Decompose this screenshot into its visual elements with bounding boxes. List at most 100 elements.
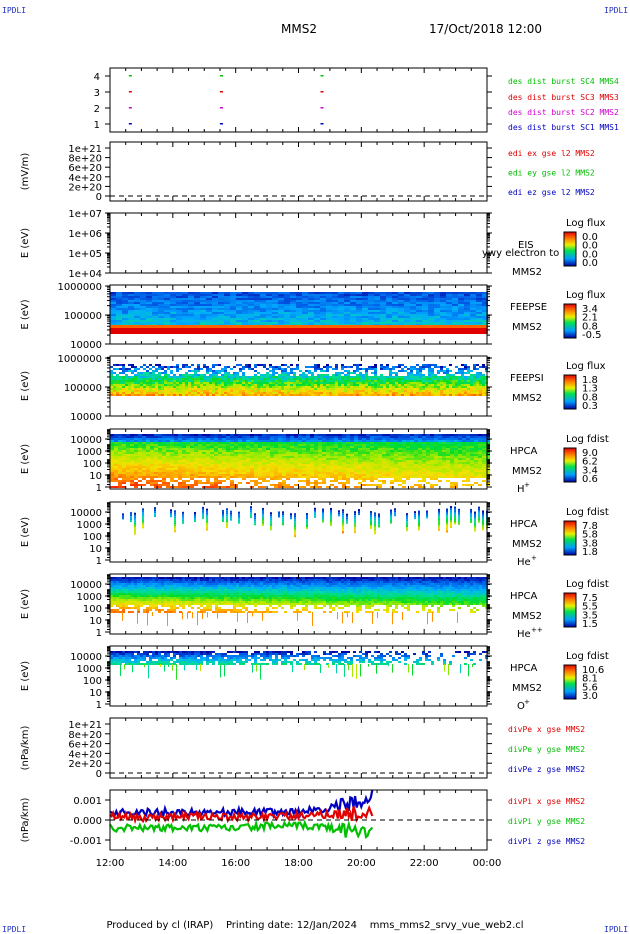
hpca-h-cell [170, 448, 174, 450]
feepsi-cell [338, 382, 341, 384]
feepsi-cell [380, 382, 383, 384]
hpca-h-cell [398, 458, 402, 460]
feepsi-cell [122, 368, 125, 370]
hpca-h-cell [326, 434, 330, 436]
hpca-h-cell [194, 454, 198, 456]
feepsi-cell [251, 378, 254, 380]
hpca-h-cell [314, 442, 318, 444]
hpca-h-cell [262, 464, 266, 466]
hpca-h-cell [358, 434, 362, 436]
feepsi-cell [431, 390, 434, 392]
feepsi-cell [116, 376, 119, 378]
hpca-h-cell [358, 462, 362, 464]
hpca-h-cell [186, 436, 190, 438]
hpca-h-cell [214, 464, 218, 466]
feepsi-cell [140, 380, 143, 382]
feepse-cell [272, 300, 278, 302]
hpca-h-cell [130, 444, 134, 446]
feepse-cell [404, 312, 410, 314]
feepsi-cell [143, 372, 146, 374]
hpca-h-cell [218, 436, 222, 438]
hpca-h-cell [162, 460, 166, 462]
hpca-h-cell [270, 458, 274, 460]
hpca-h-cell [138, 452, 142, 454]
feepse-cell [326, 322, 332, 324]
feepse-cell [398, 298, 404, 300]
feepsi-cell [338, 384, 341, 386]
feepse-cell [440, 300, 446, 302]
feepsi-cell [290, 372, 293, 374]
feepsi-cell [155, 382, 158, 384]
feepsi-cell [371, 382, 374, 384]
feepsi-cell [227, 384, 230, 386]
feepse-cell [464, 306, 470, 308]
hpca-h-cell [326, 454, 330, 456]
feepse-cell [176, 300, 182, 302]
feepse-cell [428, 296, 434, 298]
feepsi-cell [275, 366, 278, 368]
hpca-h-cell [410, 460, 414, 462]
feepsi-cell [410, 372, 413, 374]
feepse-cell [284, 302, 290, 304]
hpca-h-cell [126, 464, 130, 466]
hpca-h-cell [202, 446, 206, 448]
feepsi-cell [143, 386, 146, 388]
hpca-h-cell [162, 440, 166, 442]
hpca-h-cell [262, 444, 266, 446]
feepse-cell [374, 310, 380, 312]
hpca-h-cell [222, 454, 226, 456]
feepsi-cell [185, 384, 188, 386]
hpca-h-cell [386, 460, 390, 462]
hpca-h-cell [426, 452, 430, 454]
feepsi-cell [248, 368, 251, 370]
feepsi-cell [224, 372, 227, 374]
hpca-h-cell [242, 434, 246, 436]
feepse-cell [392, 310, 398, 312]
feepsi-cell [272, 384, 275, 386]
feepse-cell [188, 314, 194, 316]
hpca-h-cell [462, 460, 466, 462]
feepsi-cell [179, 390, 182, 392]
hpca-h-cell [242, 452, 246, 454]
hpca-h-cell [234, 460, 238, 462]
hpca-h-cell [262, 436, 266, 438]
feepsi-cell [470, 376, 473, 378]
feepsi-cell [191, 376, 194, 378]
hpca-h-cell [334, 442, 338, 444]
feepsi-cell [194, 388, 197, 390]
feepsi-cell [284, 384, 287, 386]
feepsi-cell [362, 376, 365, 378]
hpca-h-cell [366, 446, 370, 448]
feepsi-cell [272, 388, 275, 390]
feepsi-cell [458, 378, 461, 380]
feepsi-cell [458, 376, 461, 378]
hpca-h-cell [118, 450, 122, 452]
feepsi-cell [338, 378, 341, 380]
feepsi-cell [200, 374, 203, 376]
hpca-h-cell [398, 450, 402, 452]
feepsi-cell [416, 364, 419, 366]
feepse-cell [362, 292, 368, 294]
feepsi-cell [290, 384, 293, 386]
eis-panel-colorbar-tick-label: 0.0 [582, 241, 598, 252]
hpca-h-cell [470, 444, 474, 446]
feepsi-cell [176, 380, 179, 382]
hpca-h-cell [486, 458, 490, 460]
hpca-h-cell [394, 442, 398, 444]
feepsi-cell [185, 378, 188, 380]
feepsi-cell [419, 366, 422, 368]
feepsi-cell [476, 386, 479, 388]
feepse-cell [464, 318, 470, 320]
feepsi-cell [407, 388, 410, 390]
hpca-h-cell [418, 446, 422, 448]
feepse-cell [260, 308, 266, 310]
feepsi-cell [323, 370, 326, 372]
feepsi-cell [374, 372, 377, 374]
hpca-h-cell [366, 458, 370, 460]
feepsi-cell [122, 388, 125, 390]
feepse-cell [200, 304, 206, 306]
feepsi-cell [173, 380, 176, 382]
feepsi-cell [392, 366, 395, 368]
hpca-h-cell [214, 448, 218, 450]
feepsi-cell [197, 376, 200, 378]
